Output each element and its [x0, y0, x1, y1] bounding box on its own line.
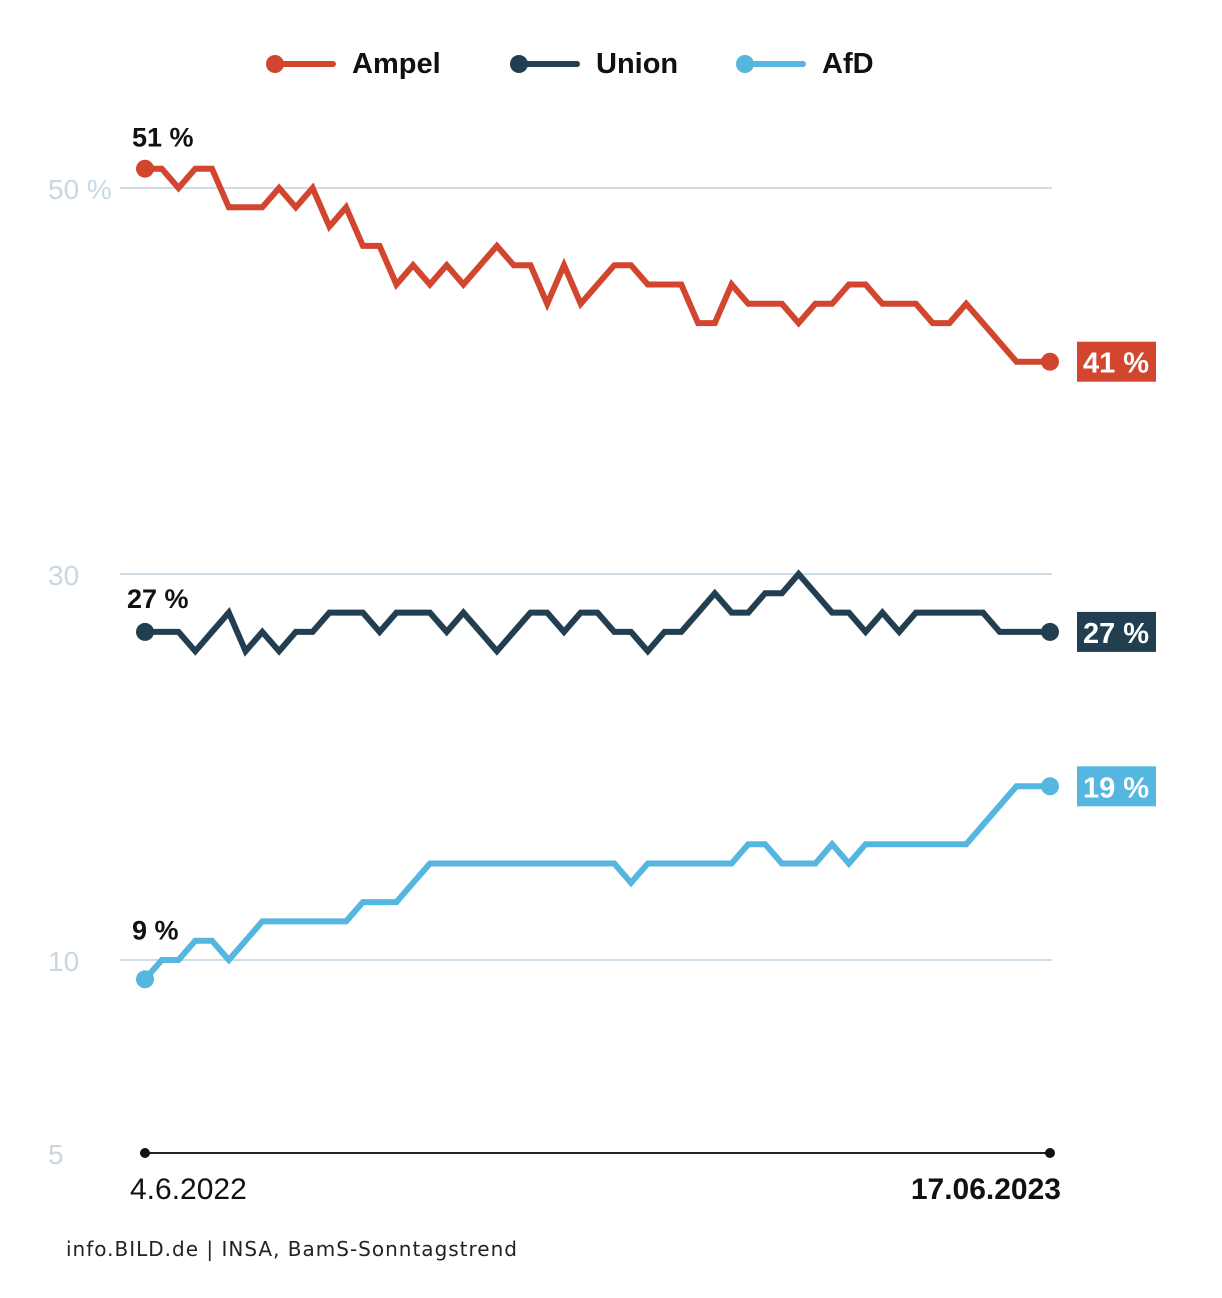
legend-label-union: Union	[596, 47, 679, 80]
end-dot	[1041, 352, 1059, 371]
x-axis-end-dot	[1045, 1148, 1055, 1158]
y-tick-label: 5	[48, 1139, 64, 1170]
x-axis-start-dot	[140, 1148, 150, 1158]
end-dot	[1041, 777, 1059, 796]
start-dot	[136, 622, 154, 641]
start-dot	[136, 970, 154, 989]
legend-swatch-afd	[736, 44, 814, 84]
end-value-badge	[1077, 341, 1156, 382]
legend-label-afd: AfD	[822, 47, 874, 80]
series-lines	[136, 159, 1059, 989]
end-value-label: 27 %	[1083, 618, 1149, 650]
legend-swatch-ampel	[266, 44, 344, 84]
start-value-label: 9 %	[132, 915, 179, 945]
x-axis: 4.6.2022 17.06.2023	[130, 1148, 1061, 1206]
end-value-label: 41 %	[1083, 348, 1149, 380]
legend-line	[274, 61, 336, 67]
end-value-label: 19 %	[1083, 772, 1149, 804]
x-start-label: 4.6.2022	[130, 1173, 247, 1206]
legend-item-ampel: Ampel	[266, 44, 441, 84]
legend-line	[744, 61, 806, 67]
data-labels: 51 % 41 % 27 % 27 % 9 % 19 %	[127, 123, 1156, 945]
series-line-ampel	[142, 165, 1053, 365]
legend-item-afd: AfD	[736, 44, 874, 84]
x-end-label: 17.06.2023	[911, 1173, 1061, 1206]
y-tick-label: 30	[48, 560, 79, 591]
end-value-badge	[1077, 611, 1156, 652]
start-dot	[136, 159, 154, 178]
legend-swatch-union	[510, 44, 588, 84]
y-tick-label: 10	[48, 946, 79, 977]
end-value-badge	[1077, 766, 1156, 807]
end-dot	[1041, 622, 1059, 641]
y-axis-ticks: 50 % 30 10 5	[48, 174, 112, 1170]
series-line-afd	[142, 783, 1053, 983]
legend-line	[518, 61, 580, 67]
y-tick-label: 50 %	[48, 174, 112, 205]
start-value-label: 27 %	[127, 584, 189, 614]
legend-label-ampel: Ampel	[352, 47, 441, 80]
legend: Ampel Union AfD	[0, 44, 1222, 84]
start-value-label: 51 %	[132, 123, 194, 153]
legend-item-union: Union	[510, 44, 678, 84]
source-note: info.BILD.de | INSA, BamS-Sonntagstrend	[66, 1237, 518, 1261]
